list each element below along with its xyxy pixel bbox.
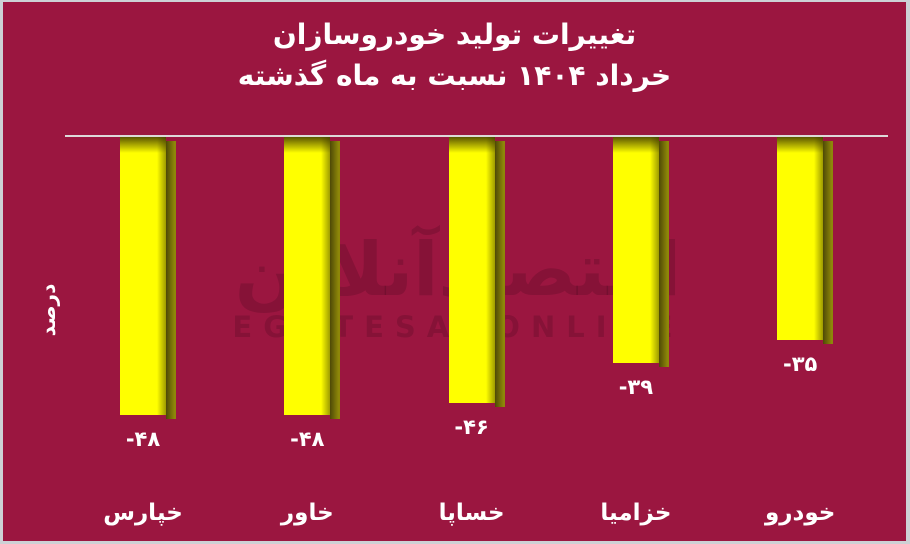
bar-shadow — [166, 141, 176, 419]
bar — [120, 137, 166, 415]
bar-category-label: خاور — [280, 500, 334, 526]
bar-value-label: -۳۹ — [618, 375, 654, 399]
bar-category-label: خساپا — [438, 500, 505, 526]
chart-title-line1: تغییرات تولید خودروسازان — [272, 18, 637, 51]
chart-title-line2: خرداد ۱۴۰۴ نسبت به ماه گذشته — [237, 59, 672, 92]
bar-category-label: خزامیا — [600, 500, 672, 526]
zero-baseline-axis-line — [65, 135, 888, 137]
bar — [448, 137, 495, 403]
bar-category-label: خپارس — [103, 500, 183, 526]
bar-value-label: -۳۵ — [783, 352, 818, 376]
bar-category-label: خودرو — [765, 500, 836, 526]
bar-value-label: -۴۸ — [125, 427, 161, 451]
bar — [612, 137, 659, 363]
bar-value-label: -۴۶ — [454, 415, 489, 439]
bars-container: -۴۸ خپارس -۴۸ خاور -۴۶ خساپا -۳۹ خزامیا -۳۵ خودرو — [3, 2, 906, 541]
bar — [777, 137, 824, 340]
chart-title: تغییرات تولید خودروسازان خرداد ۱۴۰۴ نسبت… — [3, 14, 906, 96]
bar-shadow — [658, 141, 669, 367]
bar — [284, 137, 331, 415]
bar-value-label: -۴۸ — [290, 427, 325, 451]
bar-shadow — [823, 141, 834, 344]
bar-shadow — [330, 141, 341, 419]
bar-shadow — [494, 141, 505, 407]
